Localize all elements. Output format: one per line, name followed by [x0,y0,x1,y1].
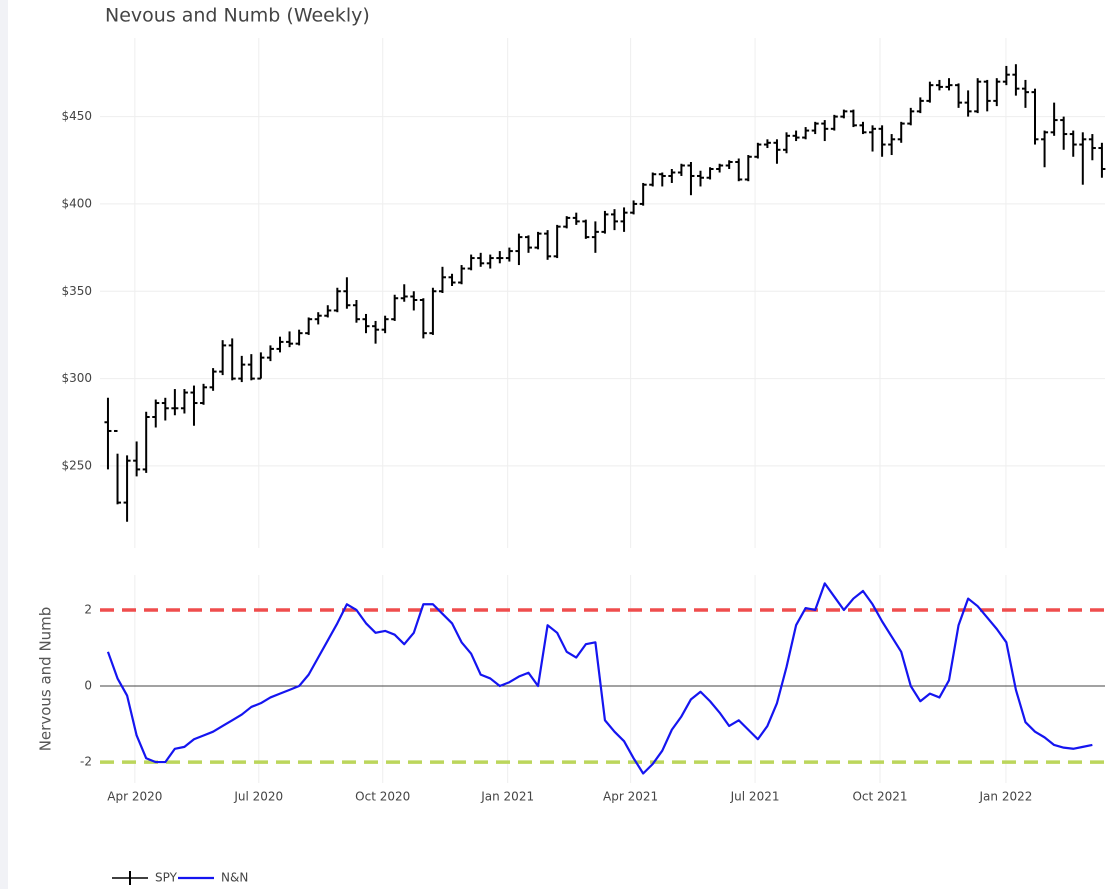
y-tick-label: -2 [80,755,92,769]
x-tick-label: Jan 2021 [480,790,534,804]
x-tick-label: Jul 2021 [730,790,780,804]
y-tick-label: 0 [84,679,92,693]
y-tick-label: $350 [61,284,92,298]
chart-title: Nevous and Numb (Weekly) [105,5,370,27]
y-tick-label: $250 [61,458,92,472]
y-tick-label: $450 [61,109,92,123]
y-tick-label: 2 [84,602,92,616]
legend-label: SPY [155,871,178,885]
x-tick-label: Jan 2022 [979,790,1033,804]
y-axis-label: Nervous and Numb [37,607,55,752]
x-tick-label: Apr 2021 [603,790,658,804]
line-series [106,582,1093,775]
legend-label: N&N [221,871,248,885]
chart: Nevous and Numb (Weekly) Nervous and Num… [8,0,1120,889]
x-tick-label: Apr 2020 [107,790,162,804]
x-tick-label: Oct 2020 [355,790,410,804]
y-tick-label: $400 [61,196,92,210]
x-tick-label: Jul 2020 [233,790,283,804]
y-tick-label: $300 [61,371,92,385]
x-tick-label: Oct 2021 [852,790,907,804]
